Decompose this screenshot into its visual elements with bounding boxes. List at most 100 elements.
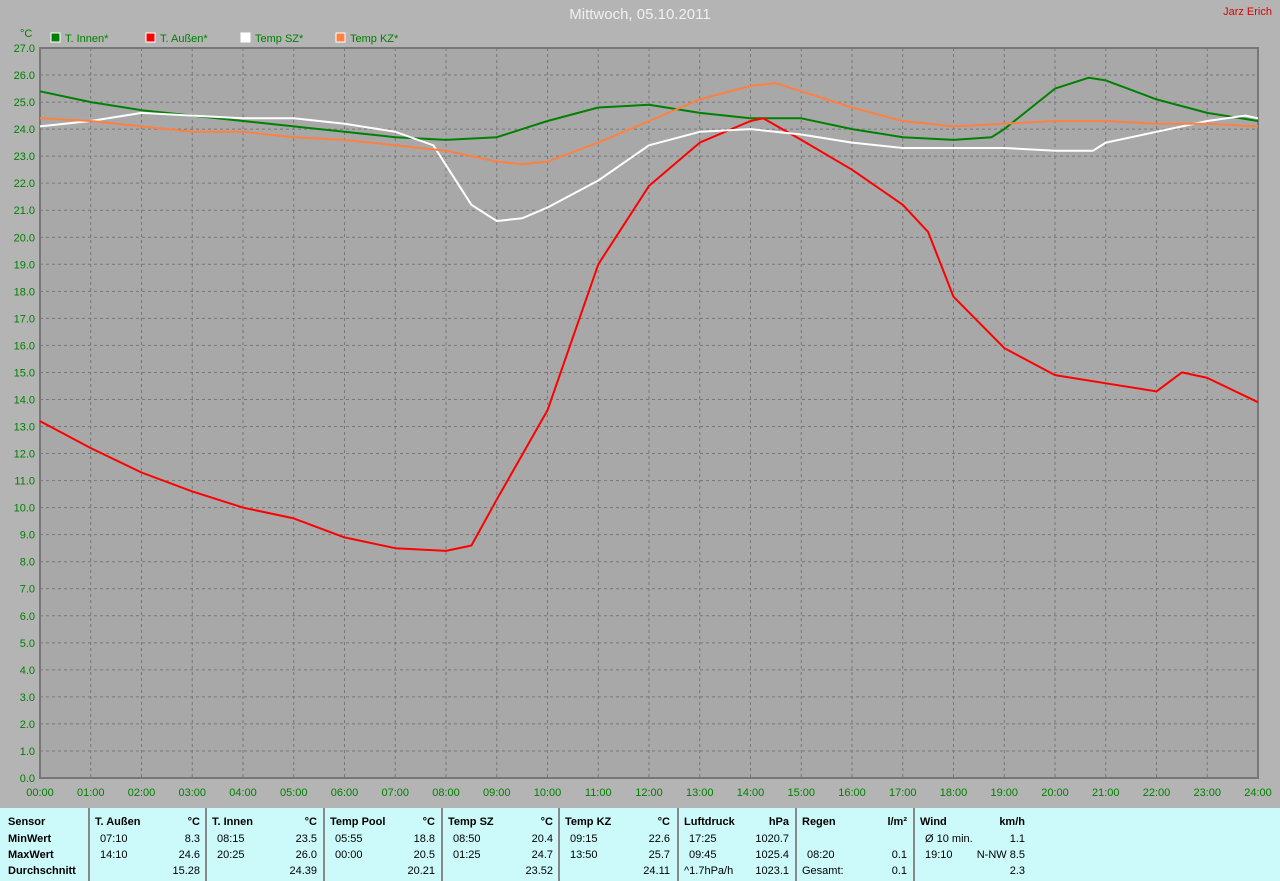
legend-label: T. Innen* <box>65 33 109 45</box>
author-label: Jarz Erich <box>1223 6 1272 18</box>
x-tick-label: 10:00 <box>534 787 562 799</box>
column-unit: °C <box>540 816 553 828</box>
legend-swatch <box>335 32 346 43</box>
column-header: Luftdruck <box>684 816 735 828</box>
min-value: 20.4 <box>531 833 553 845</box>
y-tick-label: 2.0 <box>20 719 35 731</box>
avg-value: 24.11 <box>643 865 670 877</box>
max-value: 24.7 <box>531 849 553 861</box>
avg-label: ^1.7hPa/h <box>684 865 734 877</box>
series-line <box>39 111 1259 222</box>
max-value: 0.1 <box>891 849 907 861</box>
x-tick-label: 06:00 <box>331 787 359 799</box>
x-tick-label: 15:00 <box>787 787 815 799</box>
max-time: 08:20 <box>807 849 835 861</box>
column-header: T. Außen <box>95 816 141 828</box>
y-tick-label: 12.0 <box>14 449 35 461</box>
column-divider <box>795 808 797 881</box>
plot-border <box>39 47 1259 779</box>
row-label: MaxWert <box>8 849 54 861</box>
y-tick-label: 21.0 <box>14 205 35 217</box>
x-tick-label: 20:00 <box>1041 787 1069 799</box>
y-tick-label: 15.0 <box>14 367 35 379</box>
max-time: 14:10 <box>100 849 128 861</box>
avg-value: 2.3 <box>1009 865 1025 877</box>
max-value: 1025.4 <box>755 849 789 861</box>
max-value: 24.6 <box>178 849 200 861</box>
column-unit: hPa <box>768 816 789 828</box>
x-tick-label: 13:00 <box>686 787 714 799</box>
column-header: Regen <box>802 816 836 828</box>
max-time: 09:45 <box>689 849 717 861</box>
y-tick-label: 1.0 <box>20 746 35 758</box>
chart-title: Mittwoch, 05.10.2011 <box>569 6 711 23</box>
y-tick-label: 3.0 <box>20 692 35 704</box>
y-tick-label: 18.0 <box>14 286 35 298</box>
x-tick-label: 04:00 <box>229 787 257 799</box>
max-value: 26.0 <box>295 849 317 861</box>
legend-label: T. Außen* <box>160 33 208 45</box>
min-value: 23.5 <box>295 833 317 845</box>
y-tick-label: 22.0 <box>14 178 35 190</box>
legend-label: Temp SZ* <box>255 33 304 45</box>
y-tick-label: 10.0 <box>14 503 35 515</box>
column-header: Temp SZ <box>448 816 494 828</box>
column-divider <box>441 808 443 881</box>
min-time: 05:55 <box>335 833 363 845</box>
min-time: 09:15 <box>570 833 598 845</box>
avg-value: 23.52 <box>525 865 553 877</box>
temperature-chart: 0.0 1.0 2.0 3.0 4.0 5.0 6.0 7.0 8.0 9.0 10.0 11.0 12… <box>14 28 1272 799</box>
column-divider <box>677 808 679 881</box>
x-tick-label: 16:00 <box>838 787 866 799</box>
x-tick-label: 24:00 <box>1244 787 1272 799</box>
legend-swatch <box>50 32 61 43</box>
series-line <box>39 117 1259 552</box>
y-tick-label: 9.0 <box>20 530 35 542</box>
min-time: 08:15 <box>217 833 245 845</box>
column-header: T. Innen <box>212 816 253 828</box>
x-tick-label: 07:00 <box>381 787 409 799</box>
avg-value: 15.28 <box>172 865 200 877</box>
column-unit: °C <box>187 816 200 828</box>
y-tick-label: 14.0 <box>14 394 35 406</box>
column-unit: °C <box>304 816 317 828</box>
x-tick-label: 00:00 <box>26 787 54 799</box>
x-tick-label: 09:00 <box>483 787 511 799</box>
avg-value: 0.1 <box>891 865 907 877</box>
row-label: MinWert <box>8 833 52 845</box>
min-time: 07:10 <box>100 833 128 845</box>
y-tick-label: 11.0 <box>14 476 35 488</box>
avg-value: 20.21 <box>407 865 435 877</box>
column-header: Wind <box>920 816 947 828</box>
x-tick-label: 23:00 <box>1193 787 1221 799</box>
avg-label: Gesamt: <box>802 865 844 877</box>
column-divider <box>558 808 560 881</box>
y-tick-label: 13.0 <box>14 422 35 434</box>
x-tick-label: 19:00 <box>990 787 1018 799</box>
y-tick-label: 17.0 <box>14 313 35 325</box>
column-divider <box>88 808 90 881</box>
column-unit: °C <box>422 816 435 828</box>
statistics-table: Sensor MinWert MaxWert Durchschnitt T. Außen… <box>0 808 1280 881</box>
max-value: 20.5 <box>413 849 435 861</box>
x-tick-label: 02:00 <box>128 787 156 799</box>
row-label: Sensor <box>8 816 46 828</box>
y-tick-label: 0.0 <box>20 773 35 785</box>
avg-value: 24.39 <box>289 865 317 877</box>
y-tick-label: 24.0 <box>14 124 35 136</box>
series-line <box>39 82 1259 166</box>
y-tick-label: 4.0 <box>20 665 35 677</box>
y-tick-label: 19.0 <box>14 259 35 271</box>
column-divider <box>323 808 325 881</box>
max-time: 19:10 <box>925 849 953 861</box>
y-tick-label: 5.0 <box>20 638 35 650</box>
min-time: Ø 10 min. <box>925 833 973 845</box>
x-tick-label: 22:00 <box>1143 787 1171 799</box>
column-divider <box>913 808 915 881</box>
row-label: Durchschnitt <box>8 865 76 877</box>
legend-label: Temp KZ* <box>350 33 399 45</box>
y-tick-label: 6.0 <box>20 611 35 623</box>
x-tick-label: 18:00 <box>940 787 968 799</box>
y-tick-label: 7.0 <box>20 584 35 596</box>
x-tick-label: 14:00 <box>737 787 765 799</box>
